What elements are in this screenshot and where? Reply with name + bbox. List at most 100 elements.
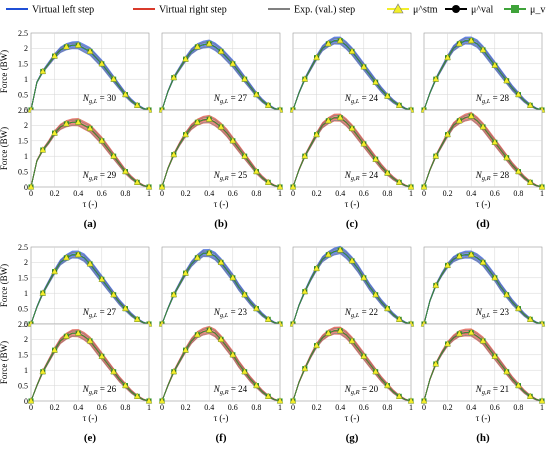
mu-stm-marker xyxy=(205,326,213,333)
legend-label: μ_v xyxy=(530,5,545,16)
legend-item: Virtual right step xyxy=(133,5,227,16)
mu-stm-marker xyxy=(395,392,403,399)
mu-stm-marker xyxy=(51,129,58,136)
mu-stm-marker xyxy=(170,73,178,81)
x-tick-label: 1 xyxy=(278,403,282,412)
x-tick-label: 0.2 xyxy=(50,403,60,412)
mu-stm-marker xyxy=(253,381,260,388)
mu-stm-marker xyxy=(205,115,213,122)
y-tick-label: 1.5 xyxy=(18,137,28,146)
x-axis-label: τ (-) xyxy=(345,199,360,209)
x-tick-label: 0.8 xyxy=(513,403,523,412)
mu-stm-marker xyxy=(170,150,178,158)
x-tick-label: 0.8 xyxy=(382,189,392,198)
legend-square-marker xyxy=(511,5,519,13)
mu-stm-marker xyxy=(395,101,403,108)
legend-item: Exp. (val.) step xyxy=(268,5,355,16)
legend-item: μ_v xyxy=(504,5,545,16)
mu-stm-marker xyxy=(444,340,451,347)
mu-stm-marker xyxy=(538,397,546,404)
mu-stm-marker xyxy=(526,178,534,185)
mu-stm-marker xyxy=(407,183,415,190)
y-tick-label: 2 xyxy=(24,44,28,53)
mu-stm-marker xyxy=(432,281,440,288)
panel-b: Ng,L = 27 Ng,R = 25 0 0.2 0.4 0.6 0.8 1 τ (-) (b) xyxy=(158,32,284,230)
n-left-count: Ng,L = 24 xyxy=(344,93,379,105)
y-axis-label: Force (BW) xyxy=(0,264,9,307)
virtual-left-step-line xyxy=(423,250,543,325)
mu-stm-marker xyxy=(336,36,344,44)
mu-stm-marker xyxy=(503,76,510,84)
mu-stm-marker xyxy=(182,346,189,353)
x-axis-label: τ (-) xyxy=(214,199,229,209)
mu-stm-marker xyxy=(384,304,391,311)
panel-label: (a) xyxy=(84,218,97,230)
y-tick-label: 0.5 xyxy=(18,167,28,176)
subplot-left-step: Ng,L = 23 xyxy=(420,246,546,327)
n-left-count: Ng,L = 23 xyxy=(475,307,510,319)
mu-stm-marker xyxy=(86,124,94,131)
x-tick-label: 0.2 xyxy=(312,189,322,198)
mu-stm-marker xyxy=(395,178,403,185)
exp-val-step-line xyxy=(161,121,281,188)
exp-val-step-line xyxy=(423,118,543,188)
x-tick-label: 1 xyxy=(278,189,282,198)
exp-val-step-line xyxy=(161,255,281,325)
subplot-left-step: Ng,L = 27 0 0.5 1 1.5 2 2.5 xyxy=(18,243,153,329)
mu-stm-marker xyxy=(241,152,248,159)
virtual-left-step-line xyxy=(30,250,150,325)
exp-val-step-line xyxy=(423,257,543,325)
y-tick-label: 2 xyxy=(24,335,28,344)
n-right-count: Ng,R = 21 xyxy=(475,384,509,396)
mu-stm-marker xyxy=(158,397,166,404)
y-tick-label: 2.5 xyxy=(18,243,28,252)
mu-stm-marker xyxy=(264,392,272,399)
x-tick-label: 0.4 xyxy=(335,189,345,198)
mu-stm-marker xyxy=(63,43,70,50)
mu-stm-marker xyxy=(205,39,213,47)
panel-label: (b) xyxy=(214,218,228,230)
mu-stm-marker xyxy=(229,350,237,358)
x-axis-label: τ (-) xyxy=(214,413,229,423)
exp-val-step-line xyxy=(30,257,150,325)
x-tick-label: 0 xyxy=(422,403,426,412)
subplot-left-step: Ng,L = 24 xyxy=(289,32,415,113)
exp-val-step-line xyxy=(292,252,412,325)
mu-stm-marker xyxy=(325,39,332,47)
mu-stm-marker xyxy=(336,113,344,121)
mu-stm-marker xyxy=(289,183,297,190)
legend-label: Virtual left step xyxy=(32,5,94,16)
mu-stm-marker xyxy=(39,289,47,296)
mu-stm-marker xyxy=(456,116,463,124)
mu-stm-marker xyxy=(289,397,297,404)
mu-stm-marker xyxy=(122,90,129,98)
mu-stm-marker xyxy=(325,250,332,258)
legend-triangle-marker xyxy=(392,3,404,14)
mu-stm-marker xyxy=(372,155,379,162)
legend-item: μ^val xyxy=(445,5,493,16)
mu-stm-marker xyxy=(384,381,391,388)
mu-stm-marker xyxy=(301,75,309,82)
subplot-left-step: Ng,L = 23 xyxy=(158,246,284,327)
mu-stm-marker xyxy=(133,315,141,322)
y-tick-label: 1 xyxy=(24,289,28,298)
legend-label: Virtual right step xyxy=(159,5,227,16)
mu-stm-marker xyxy=(456,252,463,259)
y-axis-label: Force (BW) xyxy=(0,50,9,93)
mu-stm-marker xyxy=(253,90,260,98)
legend-circle-marker xyxy=(452,5,460,13)
y-tick-label: 1.5 xyxy=(18,274,28,283)
mu-stm-marker xyxy=(360,352,368,359)
mu-stm-marker xyxy=(444,53,451,61)
x-axis-label: τ (-) xyxy=(83,413,98,423)
mu-stm-marker xyxy=(110,290,117,298)
legend-item: Virtual left step xyxy=(6,5,94,16)
subplot-right-step: Ng,R = 24 xyxy=(289,109,415,190)
virtual-left-step-line xyxy=(292,245,412,325)
mu-stm-marker xyxy=(86,47,94,54)
mu-stm-marker xyxy=(313,130,320,138)
mu-stm-marker xyxy=(515,381,522,388)
panel-c: Ng,L = 24 Ng,R = 24 0 0.2 0.4 0.6 0.8 1 τ (-) (c) xyxy=(289,32,415,230)
mu-stm-marker xyxy=(360,140,368,147)
